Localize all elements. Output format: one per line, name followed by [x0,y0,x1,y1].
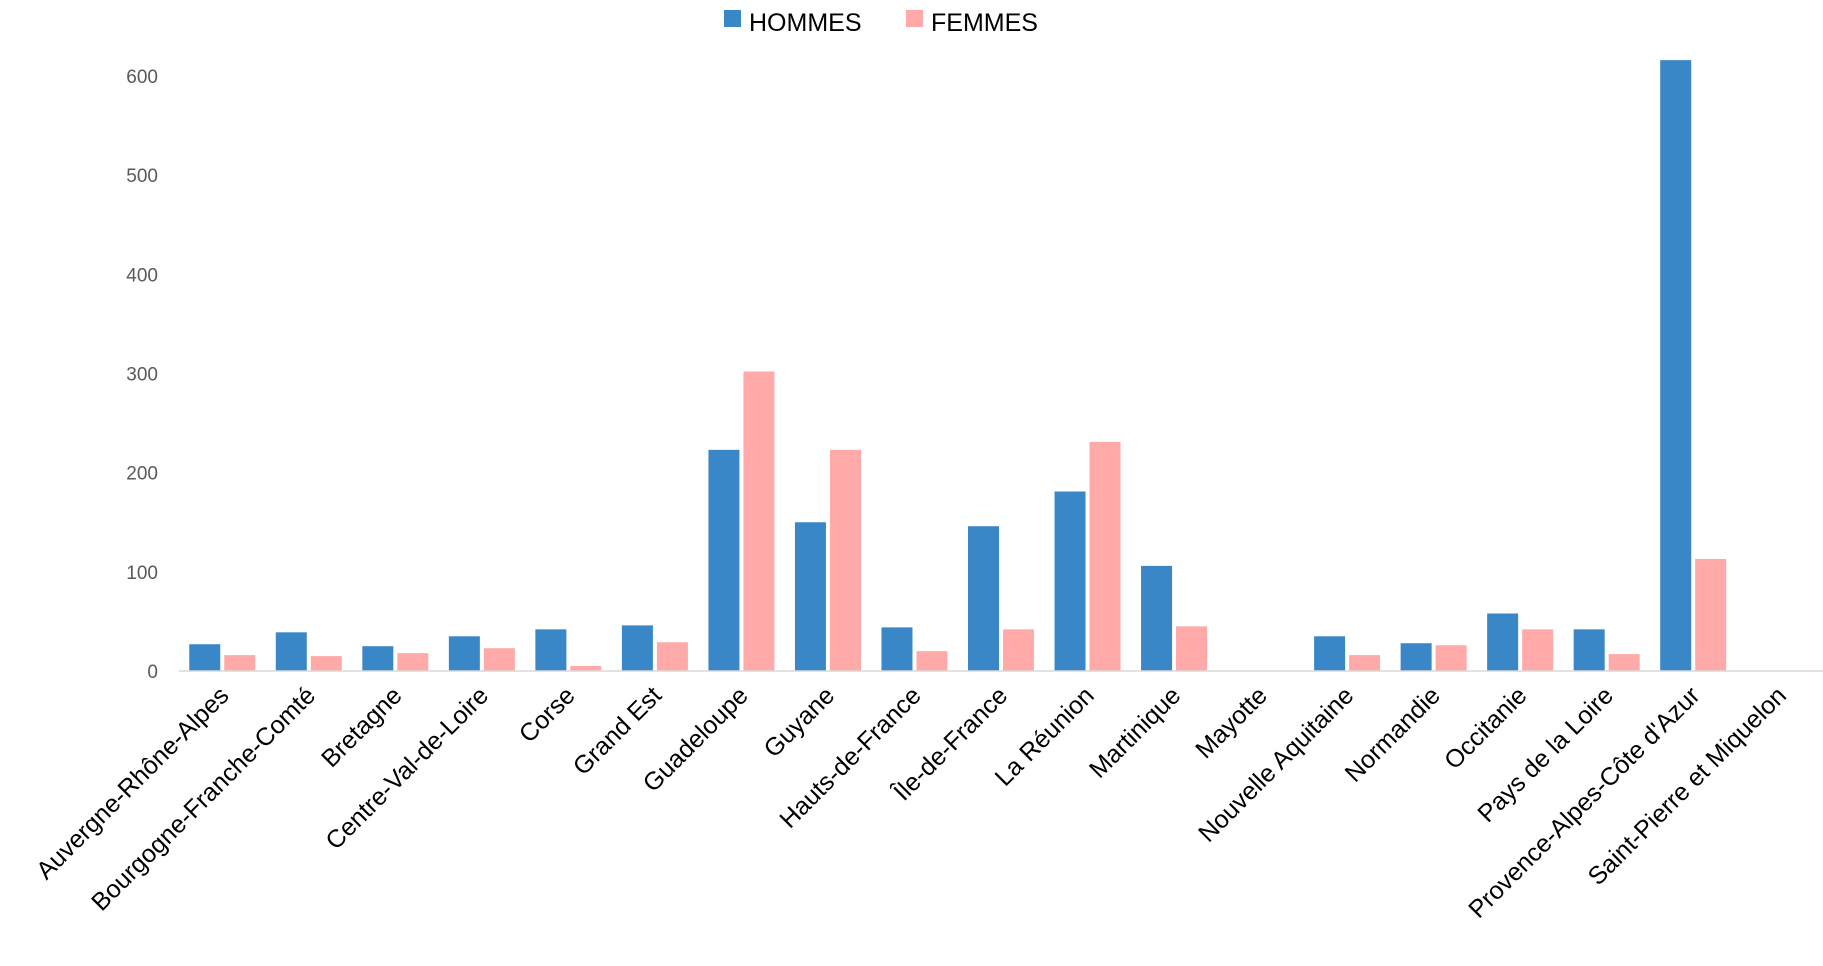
x-tick-label: Nouvelle Aquitaine [1193,681,1359,847]
x-tick-label: Martinique [1084,681,1186,783]
bar-femmes-13 [1349,655,1381,671]
bar-hommes-13 [1314,636,1346,671]
bar-femmes-17 [1695,558,1727,671]
bar-hommes-14 [1400,643,1432,671]
legend: HOMMES FEMMES [724,9,1038,37]
y-tick-label: 400 [126,265,158,286]
bar-hommes-7 [794,522,826,671]
bar-femmes-2 [397,653,429,671]
bar-femmes-10 [1089,441,1121,671]
bar-hommes-9 [968,526,999,671]
bar-femmes-6 [743,371,775,671]
y-tick-label: 200 [126,464,158,485]
bar-femmes-7 [829,449,861,671]
y-tick-label: 300 [126,365,158,386]
bar-femmes-4 [570,666,602,671]
bar-hommes-6 [708,449,740,671]
bar-hommes-16 [1573,629,1605,671]
y-tick-label: 600 [126,67,158,88]
y-tick-label: 500 [126,166,158,187]
bar-femmes-15 [1522,629,1554,671]
bar-hommes-15 [1487,613,1519,671]
bar-hommes-1 [275,632,307,671]
bars [189,60,1727,671]
bar-femmes-8 [916,651,948,671]
x-tick-label: Mayotte [1190,681,1273,764]
bar-hommes-8 [881,627,913,671]
bar-hommes-3 [448,636,480,671]
bar-hommes-4 [535,629,567,671]
x-tick-label: Bretagne [316,681,408,773]
bar-femmes-3 [483,648,515,671]
bar-hommes-0 [189,644,221,671]
y-axis: 0 100 200 300 400 500 600 [126,67,158,683]
bar-femmes-1 [310,656,342,671]
x-tick-label: Guyane [758,681,840,763]
bar-femmes-16 [1608,654,1640,671]
bar-femmes-14 [1435,645,1467,671]
bar-femmes-11 [1176,626,1208,671]
bar-hommes-17 [1660,60,1692,671]
legend-label-hommes: HOMMES [749,9,862,37]
bar-hommes-11 [1141,565,1173,671]
x-tick-label: Corse [514,681,581,748]
legend-swatch-femmes [906,10,923,27]
bar-femmes-9 [1003,629,1034,671]
bar-femmes-0 [224,655,256,671]
x-tick-label: Normandie [1340,681,1446,787]
bar-hommes-2 [362,646,394,671]
legend-swatch-hommes [724,10,741,27]
x-tick-label: Centre-Val-de-Loire [320,681,494,855]
y-tick-label: 100 [126,563,158,584]
legend-label-femmes: FEMMES [931,9,1038,37]
y-tick-label: 0 [147,662,158,683]
bar-femmes-5 [656,642,688,671]
x-axis-labels: Auvergne-Rhône-AlpesBourgogne-Franche-Co… [31,681,1792,924]
bar-hommes-10 [1054,491,1086,671]
bar-hommes-5 [621,625,653,671]
